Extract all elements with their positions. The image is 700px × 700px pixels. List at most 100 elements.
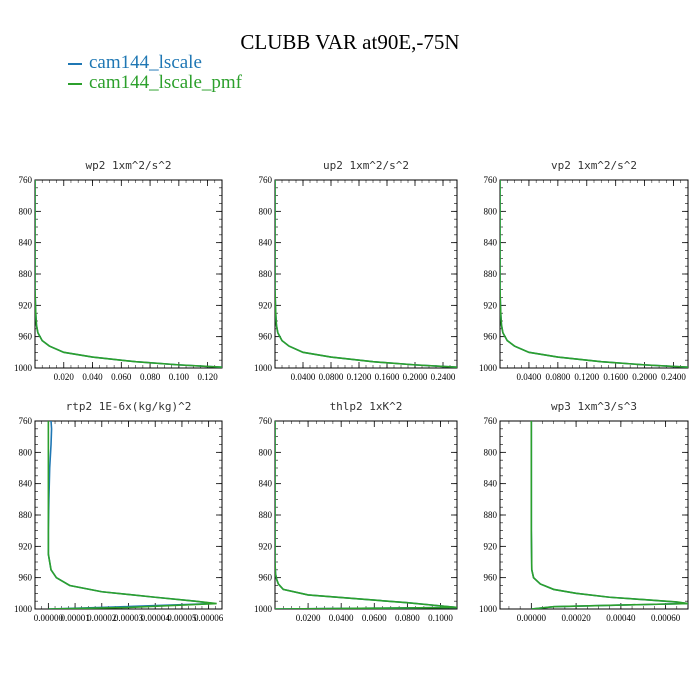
y-tick-label: 760 <box>19 175 33 185</box>
y-tick-label: 800 <box>259 447 273 457</box>
x-tick-label: 0.0800 <box>395 613 420 623</box>
subplot-2: up2 1xm^2/s^2 760 800 840 880 920 960 1000 0.040… <box>254 159 458 382</box>
legend-entry-lscale-pmf: cam144_lscale_pmf <box>68 72 242 94</box>
subplot-title: rtp2 1E-6x(kg/kg)^2 <box>66 400 192 413</box>
y-tick-label: 840 <box>484 479 498 489</box>
series-line-2 <box>530 421 688 609</box>
legend-entry-lscale: cam144_lscale <box>68 52 202 74</box>
subplot-title: wp3 1xm^3/s^3 <box>551 400 637 413</box>
x-tick-label: 0.0400 <box>517 372 542 382</box>
x-tick-label: 0.00005 <box>167 613 197 623</box>
x-tick-label: 0.00040 <box>606 613 636 623</box>
y-tick-label: 960 <box>19 332 33 342</box>
y-tick-label: 1000 <box>254 363 273 373</box>
x-tick-label: 0.0800 <box>319 372 344 382</box>
x-tick-label: 0.020 <box>54 372 75 382</box>
y-tick-label: 760 <box>484 175 498 185</box>
y-tick-label: 960 <box>484 332 498 342</box>
legend-label: cam144_lscale_pmf <box>89 72 243 93</box>
series-line-2 <box>500 180 688 368</box>
legend-line-swatch <box>68 82 82 85</box>
x-tick-label: 0.2000 <box>632 372 657 382</box>
plot-frame <box>499 179 689 369</box>
series-line-2 <box>275 421 457 609</box>
x-tick-label: 0.00004 <box>141 613 171 623</box>
x-tick-label: 0.0400 <box>329 613 354 623</box>
subplot-title: vp2 1xm^2/s^2 <box>551 159 637 172</box>
y-tick-label: 760 <box>259 175 273 185</box>
x-tick-label: 0.0400 <box>291 372 316 382</box>
x-tick-label: 0.0600 <box>362 613 387 623</box>
plot-frame <box>499 420 689 610</box>
x-tick-label: 0.2000 <box>403 372 428 382</box>
y-tick-label: 800 <box>19 206 33 216</box>
y-tick-label: 920 <box>19 541 33 551</box>
x-tick-label: 0.080 <box>140 372 161 382</box>
x-tick-label: 0.1600 <box>375 372 400 382</box>
subplot-6: wp3 1xm^3/s^3 760 800 840 880 920 960 1000 0.000… <box>479 400 689 623</box>
y-tick-label: 960 <box>259 332 273 342</box>
y-tick-label: 800 <box>484 447 498 457</box>
y-tick-label: 960 <box>484 573 498 583</box>
x-tick-label: 0.1200 <box>574 372 599 382</box>
x-tick-label: 0.2400 <box>661 372 686 382</box>
y-tick-label: 920 <box>259 541 273 551</box>
legend-line-swatch <box>68 62 82 65</box>
y-tick-label: 840 <box>19 479 33 489</box>
x-tick-label: 0.00002 <box>87 613 116 623</box>
x-tick-label: 0.0200 <box>296 613 321 623</box>
y-tick-label: 880 <box>484 510 498 520</box>
y-tick-label: 960 <box>259 573 273 583</box>
y-tick-label: 920 <box>259 300 273 310</box>
y-tick-label: 800 <box>484 206 498 216</box>
series-line-2 <box>275 180 457 368</box>
subplot-title: thlp2 1xK^2 <box>330 400 403 413</box>
y-tick-label: 880 <box>259 269 273 279</box>
y-tick-label: 1000 <box>479 604 498 614</box>
x-tick-label: 0.00000 <box>517 613 547 623</box>
x-tick-label: 0.0800 <box>545 372 570 382</box>
y-tick-label: 760 <box>19 416 33 426</box>
y-tick-label: 880 <box>19 269 33 279</box>
y-tick-label: 1000 <box>14 363 33 373</box>
x-tick-label: 0.00006 <box>194 613 224 623</box>
y-tick-label: 840 <box>259 479 273 489</box>
y-tick-label: 920 <box>484 300 498 310</box>
x-tick-label: 0.060 <box>111 372 132 382</box>
y-tick-label: 840 <box>19 238 33 248</box>
subplot-title: up2 1xm^2/s^2 <box>323 159 409 172</box>
legend-label: cam144_lscale <box>89 52 202 73</box>
y-tick-label: 920 <box>19 300 33 310</box>
series-line-1 <box>500 180 688 368</box>
y-tick-label: 800 <box>19 447 33 457</box>
y-tick-label: 1000 <box>479 363 498 373</box>
y-tick-label: 920 <box>484 541 498 551</box>
subplot-title: wp2 1xm^2/s^2 <box>85 159 171 172</box>
series-line-1 <box>275 180 457 368</box>
y-tick-label: 840 <box>484 238 498 248</box>
x-tick-label: 0.00020 <box>561 613 591 623</box>
y-tick-label: 840 <box>259 238 273 248</box>
x-tick-label: 0.1200 <box>347 372 372 382</box>
plot-frame <box>274 179 458 369</box>
x-tick-label: 0.040 <box>82 372 103 382</box>
x-tick-label: 0.1600 <box>603 372 628 382</box>
y-tick-label: 880 <box>484 269 498 279</box>
subplot-5: thlp2 1xK^2 760 800 840 880 920 960 1000 0.0200 0… <box>254 400 458 623</box>
series-line-1 <box>35 180 222 368</box>
figure-title: CLUBB VAR at90E,-75N <box>240 30 460 54</box>
series-line-1 <box>530 421 688 609</box>
y-tick-label: 800 <box>259 206 273 216</box>
x-tick-label: 0.00060 <box>651 613 681 623</box>
series-line-2 <box>47 421 217 609</box>
series-line-1 <box>275 421 457 609</box>
x-tick-label: 0.00003 <box>114 613 144 623</box>
y-tick-label: 1000 <box>254 604 273 614</box>
x-tick-label: 0.1000 <box>428 613 453 623</box>
y-tick-label: 760 <box>484 416 498 426</box>
subplot-3: vp2 1xm^2/s^2 760 800 840 880 920 960 1000 0.040… <box>479 159 689 382</box>
x-tick-label: 0.00001 <box>60 613 89 623</box>
series-line-2 <box>35 180 222 368</box>
subplot-1: wp2 1xm^2/s^2 760 800 840 880 920 960 1000 0.020… <box>14 159 223 382</box>
x-tick-label: 0.120 <box>197 372 218 382</box>
